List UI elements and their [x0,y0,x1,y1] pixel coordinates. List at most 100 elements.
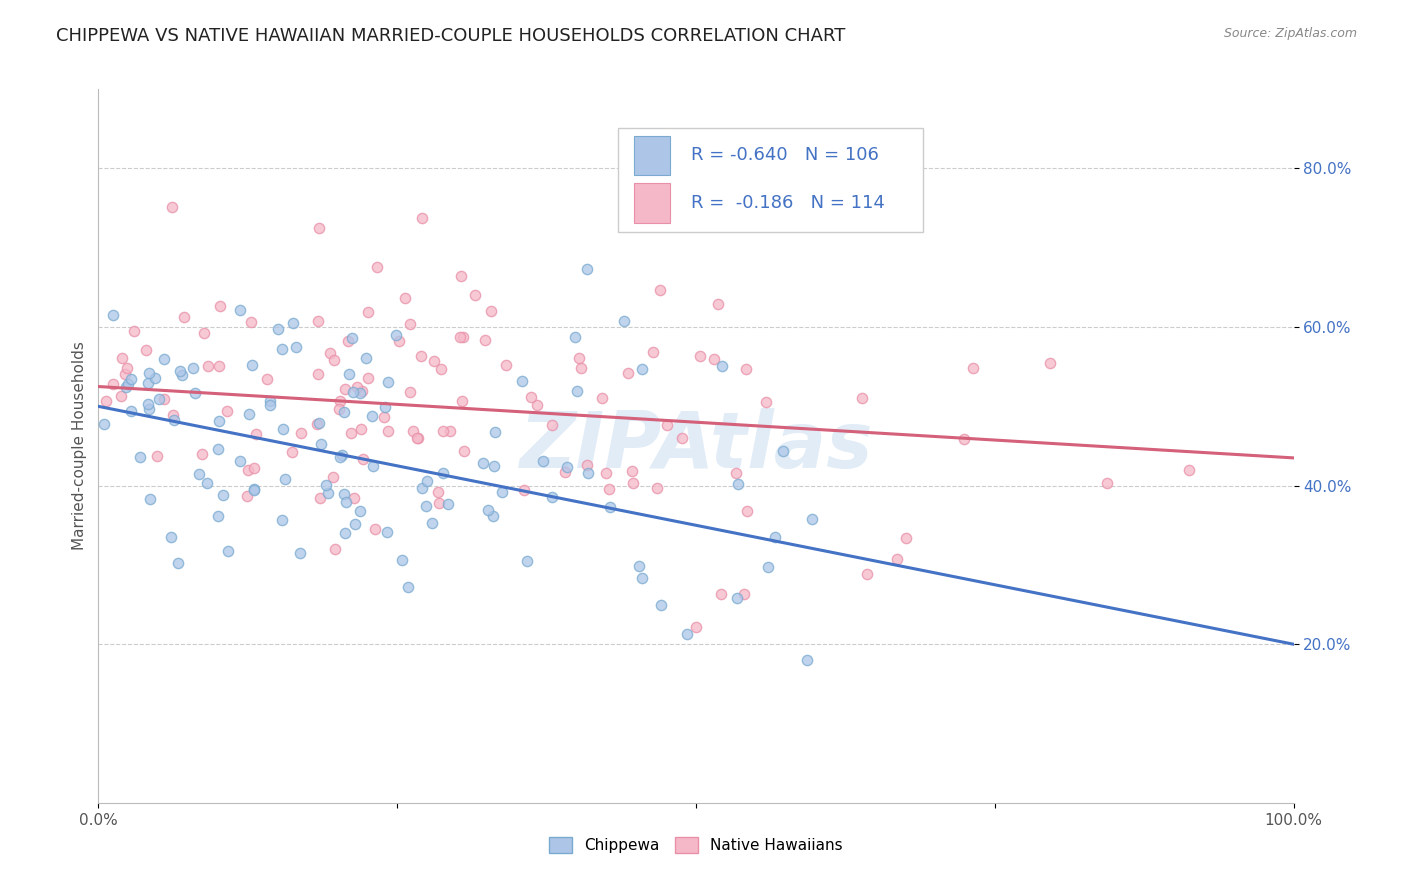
Point [396,580,419,594]
Point [353,451,375,466]
Point [215,404,238,418]
Point [599,500,621,515]
Point [290,426,312,441]
Point [308,491,330,505]
Point [136,376,159,391]
Bar [634,184,669,223]
Point [477,503,499,517]
Point [962,361,984,376]
Point [288,546,311,560]
Point [138,366,160,380]
Point [685,620,707,634]
Point [238,408,260,422]
Point [571,361,593,376]
Point [737,503,759,517]
Point [256,372,278,386]
Point [437,496,460,510]
Point [335,382,357,396]
Point [479,304,502,318]
Point [451,330,474,344]
Point [308,220,330,235]
Point [308,416,330,430]
Point [337,367,360,381]
Point [184,386,207,401]
Point [93,417,115,431]
Point [439,424,461,438]
Point [322,469,344,483]
Point [139,491,162,506]
Point [259,394,281,409]
Point [170,368,193,382]
Point [242,461,264,475]
Point [120,372,142,386]
Point [650,599,672,613]
Point [894,531,917,545]
Point [284,340,307,354]
Point [153,392,176,406]
Point [374,400,396,414]
Point [671,431,693,445]
Point [271,513,294,527]
Point [756,559,779,574]
Point [330,448,353,462]
Point [733,587,755,601]
Point [146,449,169,463]
Point [128,450,150,465]
Point [207,442,229,457]
Point [350,421,373,435]
Point [643,344,665,359]
Text: R = -0.640   N = 106: R = -0.640 N = 106 [692,146,879,164]
Point [238,463,260,477]
Point [271,421,294,435]
Point [181,361,204,376]
Point [120,404,142,418]
Point [415,499,437,513]
Point [657,418,679,433]
Point [388,334,411,349]
Legend: Chippewa, Native Hawaiians: Chippewa, Native Hawaiians [543,830,849,859]
Point [342,331,364,345]
Point [676,627,699,641]
Point [576,466,599,480]
Point [309,437,332,451]
Point [402,424,425,438]
Point [259,398,281,412]
Point [772,444,794,458]
Point [411,211,433,226]
Point [576,261,599,276]
Point [195,475,218,490]
Point [94,394,117,409]
Point [271,342,294,356]
Point [160,200,183,214]
Point [135,343,157,358]
Point [411,481,433,495]
Point [208,298,231,312]
Point [267,322,290,336]
Point [429,362,451,376]
Point [236,489,259,503]
Point [409,349,432,363]
Point [329,394,352,409]
Point [385,328,408,343]
Point [432,424,454,438]
Point [307,367,329,381]
Point [765,530,787,544]
Point [565,384,588,398]
Point [114,368,136,382]
Point [703,352,725,367]
Point [159,530,181,544]
FancyBboxPatch shape [619,128,922,232]
Point [377,424,399,438]
Point [568,351,591,366]
Point [727,476,749,491]
Point [103,376,125,391]
Point [952,432,974,446]
Point [484,458,506,473]
Point [711,359,734,373]
Point [333,405,356,419]
Point [349,385,371,400]
Text: Source: ZipAtlas.com: Source: ZipAtlas.com [1223,27,1357,40]
Point [363,522,385,536]
Point [595,466,617,480]
Point [315,478,337,492]
